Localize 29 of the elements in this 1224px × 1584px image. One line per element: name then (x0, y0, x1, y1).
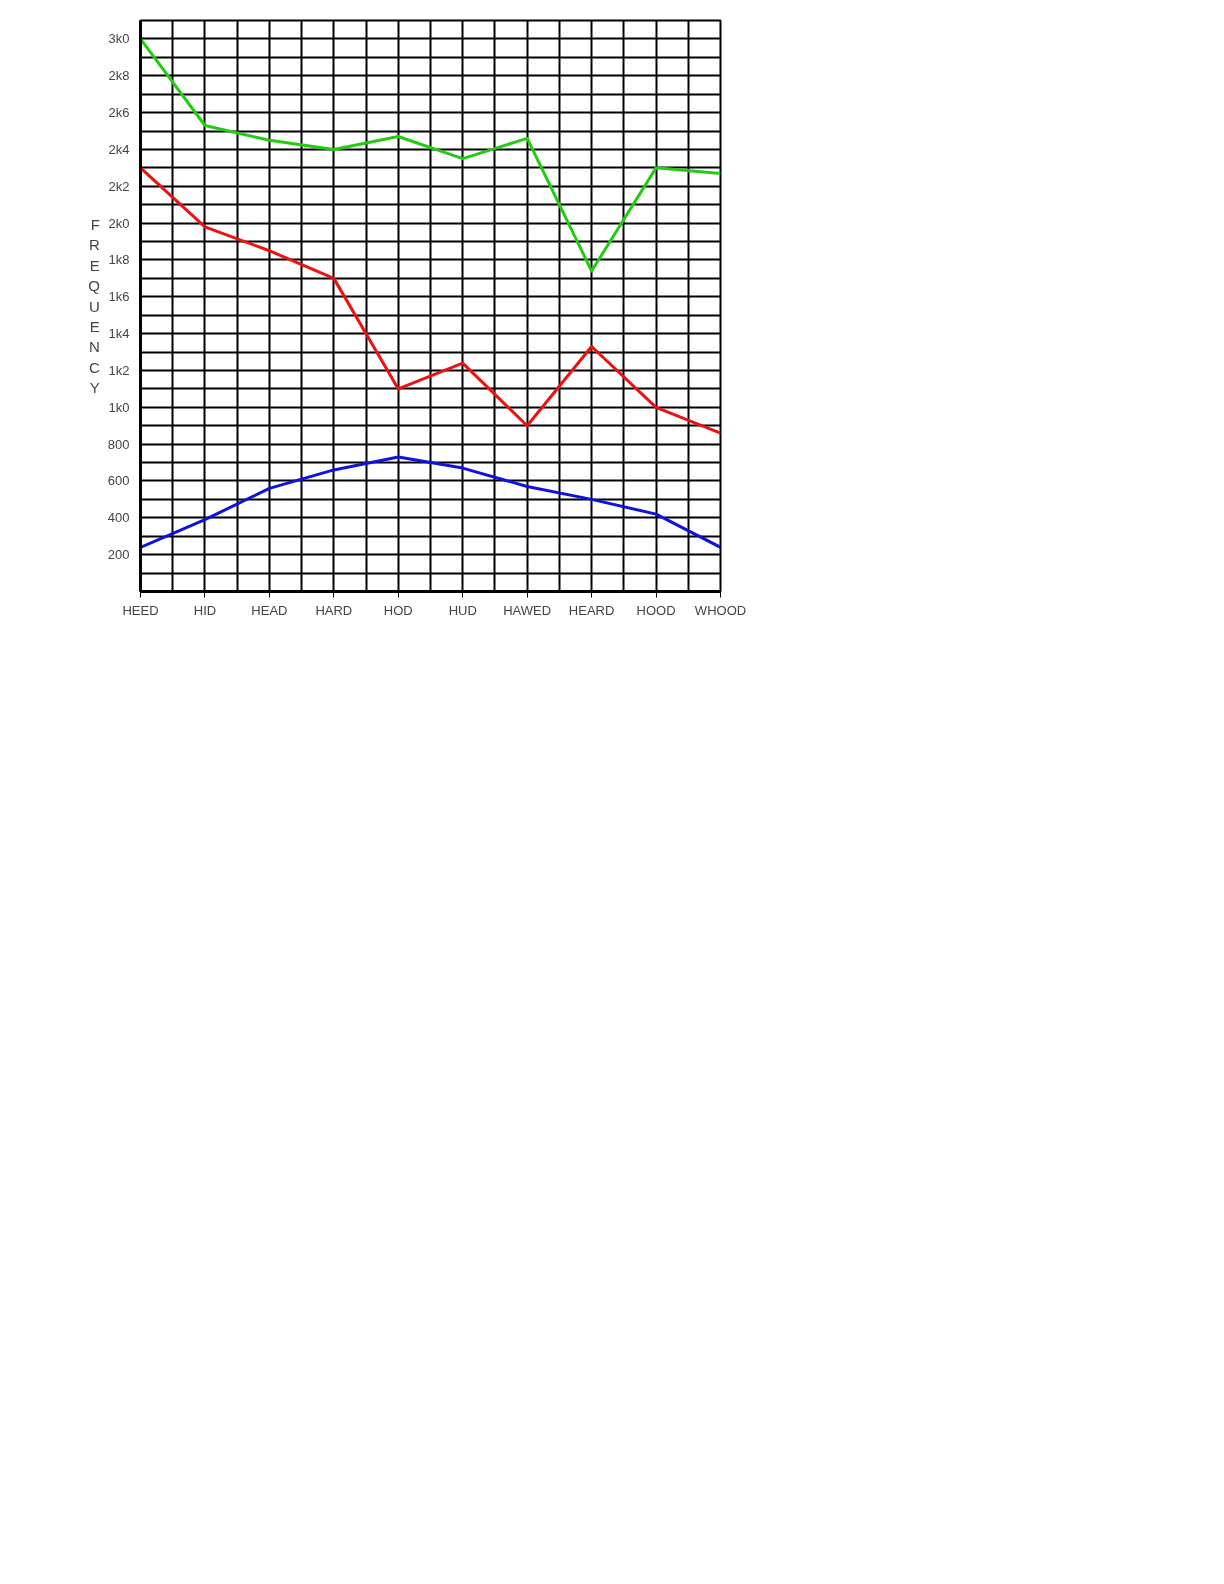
x-tick-label: HID (193, 602, 217, 618)
x-tick-label: HAWED (503, 602, 552, 618)
x-tick-label: HARD (315, 602, 353, 618)
y-tick-label: 2k2 (108, 178, 130, 194)
y-tick-label: 800 (107, 436, 130, 452)
x-tick-label: HUD (448, 602, 477, 618)
y-tick-label: 400 (107, 510, 130, 526)
x-tick-label: HEED (122, 602, 159, 618)
x-tick-label: HEAD (251, 602, 288, 618)
y-tick-label: 3k0 (108, 31, 130, 47)
y-tick-label: 600 (107, 473, 130, 489)
y-tick-label: 1k4 (108, 326, 130, 342)
y-tick-label: 2k0 (108, 215, 130, 231)
x-tick-label: WHOOD (694, 602, 747, 618)
y-tick-label: 2k6 (108, 105, 130, 121)
text: FREQUENCY (88, 215, 100, 397)
y-tick-label: 1k6 (108, 289, 130, 305)
line-series (140, 455, 721, 549)
y-tick-label: 2k8 (108, 68, 130, 84)
y-tick-label: 1k0 (108, 399, 130, 415)
x-tick-label: HOOD (636, 602, 676, 618)
x-tick-label: HEARD (568, 602, 615, 618)
y-tick-label: 200 (107, 547, 130, 563)
y-tick-label: 2k4 (108, 141, 130, 157)
y-tick-label: 1k2 (108, 362, 130, 378)
x-tick-label: HOD (383, 602, 413, 618)
line-series (140, 37, 721, 273)
line-series (140, 166, 721, 435)
y-tick-label: 1k8 (108, 252, 130, 268)
